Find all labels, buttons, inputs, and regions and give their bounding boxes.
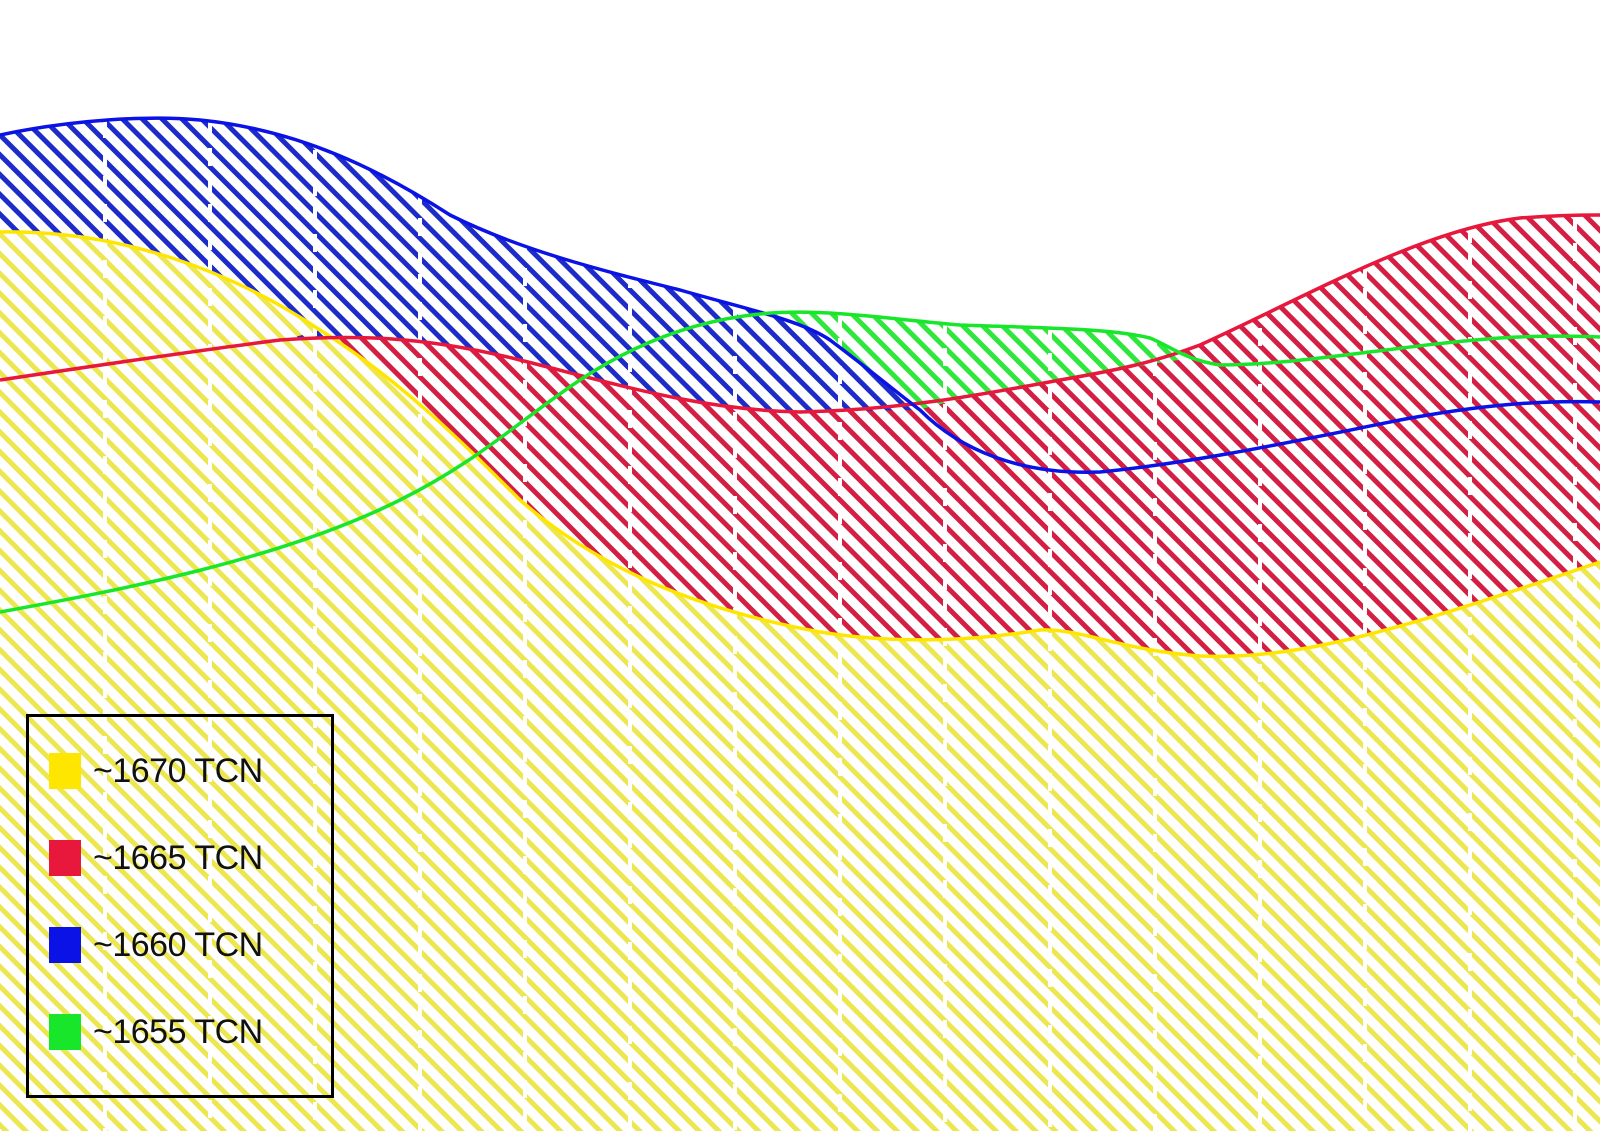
- contour-line-1665: [0, 213, 1600, 414]
- legend-label: ~1655 TCN: [93, 1012, 263, 1051]
- legend-swatch-green: [49, 1014, 81, 1050]
- contour-line-1655: [0, 310, 1600, 614]
- legend-label: ~1665 TCN: [93, 838, 263, 877]
- legend: ~1670 TCN ~1665 TCN ~1660 TCN ~1655 TCN: [26, 714, 334, 1098]
- legend-swatch-red: [49, 840, 81, 876]
- contour-line-1660: [0, 116, 1600, 474]
- zone-1665: [280, 215, 1600, 657]
- grid-lines: [103, 120, 1577, 1131]
- legend-swatch-blue: [49, 927, 81, 963]
- legend-item-1665: ~1665 TCN: [49, 838, 263, 877]
- zone-1670: [0, 231, 1600, 1131]
- legend-item-1660: ~1660 TCN: [49, 925, 263, 964]
- legend-item-1655: ~1655 TCN: [49, 1012, 263, 1051]
- zone-1660: [0, 118, 920, 412]
- contour-line-1670: [0, 230, 1600, 659]
- legend-label: ~1660 TCN: [93, 925, 263, 964]
- legend-label: ~1670 TCN: [93, 751, 263, 790]
- zone-1655: [760, 312, 1195, 410]
- legend-item-1670: ~1670 TCN: [49, 751, 263, 790]
- legend-swatch-yellow: [49, 753, 81, 789]
